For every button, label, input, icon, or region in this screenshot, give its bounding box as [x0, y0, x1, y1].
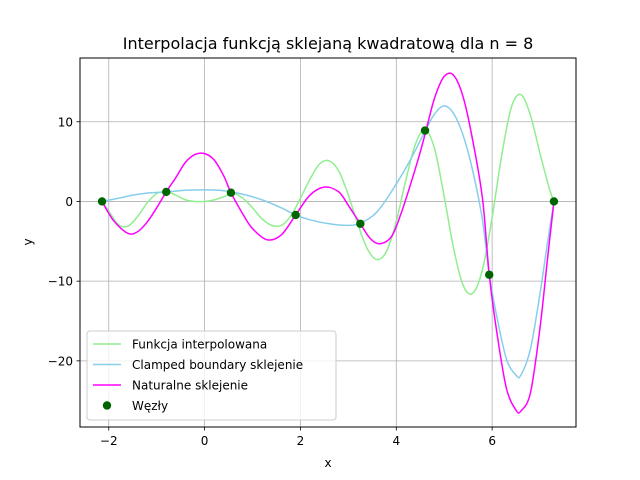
node-point: [485, 270, 494, 279]
x-tick-label: 4: [392, 434, 400, 448]
y-axis-label: y: [21, 238, 35, 245]
x-tick-label: 0: [201, 434, 209, 448]
x-tick-label: 6: [488, 434, 496, 448]
legend-label: Naturalne sklejenie: [132, 379, 248, 393]
y-tick-label: −10: [48, 275, 73, 289]
node-point: [226, 188, 236, 197]
node-point: [162, 187, 171, 197]
legend-label: Clamped boundary sklejenie: [132, 358, 303, 372]
node-point: [420, 126, 430, 135]
plot-area-frame: [79, 57, 577, 428]
y-tick-label: −20: [48, 354, 73, 368]
x-axis-label: x: [324, 456, 331, 470]
legend-box: [86, 330, 337, 421]
node-point: [549, 197, 559, 206]
y-tick-label: 0: [65, 195, 73, 209]
node-point: [97, 197, 107, 206]
legend-swatch: [102, 401, 112, 410]
legend-label: Funkcja interpolowana: [132, 338, 267, 352]
series-line-2: [101, 72, 555, 414]
series-layer: [101, 72, 555, 414]
nodes-layer: [97, 126, 559, 279]
node-point: [356, 219, 365, 228]
series-line-1: [101, 105, 555, 379]
x-axis: −2 0 2 4 6: [100, 427, 496, 448]
series-line-0: [101, 93, 555, 295]
y-axis: −20 −10 0 10: [48, 115, 80, 368]
legend-label: Węzły: [132, 399, 168, 413]
y-tick-label: 10: [58, 115, 73, 129]
chart-title: Interpolacja funkcją sklejaną kwadratową…: [123, 34, 534, 53]
x-tick-label: 2: [297, 434, 305, 448]
node-point: [291, 210, 300, 220]
x-tick-label: −2: [100, 434, 118, 448]
legend: Funkcja interpolowana Clamped boundary sk…: [86, 330, 337, 421]
